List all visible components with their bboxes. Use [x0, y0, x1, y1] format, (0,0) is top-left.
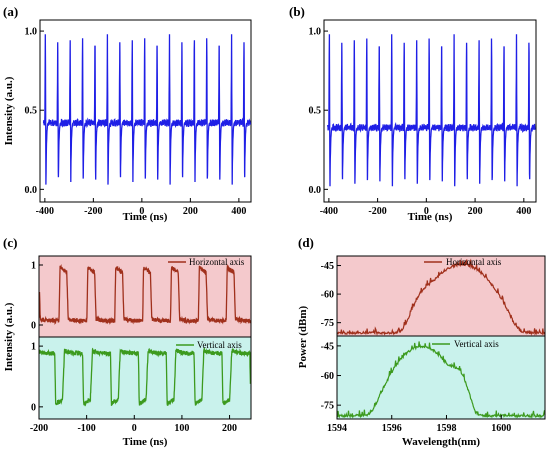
panel-a-ylabel: Intensity (a.u.) [3, 76, 15, 145]
panel-a-frame [39, 19, 252, 203]
panel-b-ytick-label: 0.0 [309, 185, 322, 196]
panel-a-xtick-label: -200 [84, 206, 102, 217]
panel-d-xtick-label: 1596 [382, 423, 402, 434]
panel-a-trace [42, 34, 251, 185]
panel-d-top-ytick-label: -75 [321, 318, 334, 329]
panel-d-legend-horizontal-text: Horizontal axis [446, 257, 502, 267]
panel-b-ytick-label: 0.5 [309, 106, 322, 117]
panel-b-ytick-label: 1.0 [309, 27, 322, 38]
panel-d-ticks: 1594 1596 1598 1600 -45 -60 -75 -45 -60 -75 [321, 261, 512, 434]
panel-d-frame [336, 255, 546, 420]
panel-label-d: (d) [298, 235, 314, 250]
panel-a-ytick-label: 0.0 [25, 185, 38, 196]
panel-c-xlabel: Time (ns) [123, 436, 168, 448]
panel-b-trace [327, 34, 536, 187]
panel-b-ticks: -400 -200 0 200 400 0.0 0.5 1.0 [309, 27, 532, 217]
panel-c-xtick-label: 200 [222, 423, 237, 434]
panel-b-frame [323, 19, 537, 203]
panel-label-a: (a) [3, 4, 18, 19]
panel-c-ylabel: Intensity (a.u.) [3, 302, 15, 371]
panel-d-bottom-bg [337, 336, 545, 419]
panel-a-ytick-label: 0.5 [25, 106, 38, 117]
panel-d-ylabel: Power (dBm) [297, 305, 309, 368]
panel-d-xlabel: Wavelength(nm) [402, 436, 481, 448]
panel-a-xtick-label: 0 [139, 206, 144, 217]
panel-d-vertical-trace [336, 341, 546, 419]
panel-c-xtick-label: 100 [174, 423, 189, 434]
panel-a-xtick-label: -400 [36, 206, 54, 217]
panel-d-xtick-label: 1598 [436, 423, 456, 434]
panel-c-bottom-ytick-label: 1 [31, 342, 36, 353]
panel-label-b: (b) [289, 4, 305, 19]
panel-c-top-bg [39, 256, 251, 337]
panel-c: -200 -100 0 100 200 0 1 0 1 Horizontal axis Vert… [3, 255, 252, 448]
panel-a: -400 -200 0 200 400 0.0 0.5 1.0 Time (ns) Inten… [3, 19, 252, 223]
panel-d-horizontal-trace [336, 258, 546, 336]
panel-d-bottom-ytick-label: -75 [321, 401, 334, 412]
panel-c-xtick-label: -200 [30, 423, 48, 434]
panel-d-bottom-ytick-label: -60 [321, 371, 334, 382]
panel-d-top-ytick-label: -45 [321, 261, 334, 272]
panel-d: 1594 1596 1598 1600 -45 -60 -75 -45 -60 -75 Horiz… [297, 255, 546, 448]
panel-b-xtick-label: 0 [424, 206, 429, 217]
panel-d-xtick-label: 1594 [327, 423, 347, 434]
panel-d-top-bg [337, 256, 545, 336]
panel-c-vertical-trace [38, 346, 252, 407]
panel-d-xtick-label: 1600 [491, 423, 511, 434]
panel-b-xtick-label: 400 [516, 206, 531, 217]
panel-a-ticks: -400 -200 0 200 400 0.0 0.5 1.0 [25, 27, 247, 217]
panel-c-xtick-label: -100 [77, 423, 95, 434]
panel-b: -400 -200 0 200 400 0.0 0.5 1.0 Time (ns) [309, 19, 537, 223]
panel-a-ytick-label: 1.0 [25, 27, 38, 38]
panel-b-xtick-label: -400 [320, 206, 338, 217]
panel-b-xlabel: Time (ns) [408, 211, 453, 223]
panel-c-legend-horizontal-text: Horizontal axis [189, 257, 245, 267]
panel-c-legend-vertical-text: Vertical axis [197, 340, 242, 350]
panel-a-xtick-label: 200 [183, 206, 198, 217]
panel-c-bottom-bg [39, 337, 251, 419]
panel-a-xlabel: Time (ns) [123, 211, 168, 223]
panel-b-xtick-label: -200 [368, 206, 386, 217]
panel-c-bottom-ytick-label: 0 [31, 402, 36, 413]
panel-d-legend-vertical-text: Vertical axis [454, 339, 499, 349]
panel-c-horizontal-trace [38, 263, 251, 326]
panel-a-xtick-label: 400 [231, 206, 246, 217]
panel-label-c: (c) [3, 235, 17, 250]
panel-c-top-ytick-label: 1 [31, 261, 36, 272]
panel-d-bottom-ytick-label: -45 [321, 341, 334, 352]
panel-b-xtick-label: 200 [468, 206, 483, 217]
panel-c-ticks: -200 -100 0 100 200 0 1 0 1 [30, 261, 237, 435]
panel-c-top-ytick-label: 0 [31, 321, 36, 332]
panel-d-top-ytick-label: -60 [321, 290, 334, 301]
panel-c-xtick-label: 0 [132, 423, 137, 434]
